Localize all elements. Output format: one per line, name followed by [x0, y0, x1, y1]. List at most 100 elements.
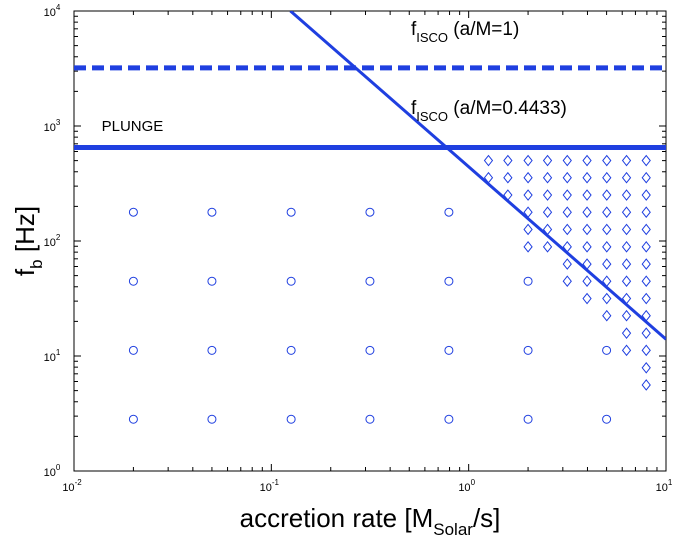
diamond-point: [542, 241, 553, 253]
diamond-point: [602, 206, 612, 219]
diamond-point: [523, 223, 533, 236]
x-tick-base: 10: [260, 482, 272, 494]
x-tick-label: 101: [656, 478, 673, 494]
diamond-point: [582, 275, 592, 288]
diamond-point: [562, 206, 572, 219]
y-tick-base: 10: [44, 352, 56, 364]
diamond-point: [483, 171, 494, 184]
y-tick-exp: 3: [56, 118, 61, 127]
diamond-point: [582, 292, 592, 305]
circle-point: [207, 414, 217, 424]
x-tick-exp: -1: [272, 478, 280, 487]
circle-point: [128, 276, 138, 286]
diamond-point: [621, 258, 632, 270]
diamond-point: [503, 189, 513, 201]
plunge-label: PLUNGE: [102, 118, 164, 135]
isco-a04433-label-sub: ISCO: [416, 109, 448, 124]
plot-area: [73, 10, 667, 472]
y-tick-label: 101: [44, 348, 61, 364]
x-axis-label: accretion rate [MSolar/s]: [240, 503, 501, 539]
plot-content: [74, 11, 666, 424]
diamond-point: [562, 189, 572, 201]
diamond-point: [621, 206, 632, 219]
diamond-point: [503, 154, 513, 167]
diamond-point: [542, 154, 553, 167]
diamond-point: [582, 258, 592, 270]
diamond-point: [602, 292, 612, 305]
isco-a1-label: fISCO (a/M=1): [411, 19, 519, 45]
y-label-main: f: [10, 268, 40, 276]
diamond-point: [621, 292, 632, 305]
diamond-point: [641, 361, 651, 374]
diamond-point: [602, 223, 612, 236]
y-axis-label: fb [Hz]: [10, 206, 46, 276]
diamond-point: [562, 223, 572, 236]
circle-point: [602, 345, 612, 355]
y-tick-base: 10: [44, 7, 56, 19]
diamond-point: [641, 292, 651, 305]
diamond-point: [542, 189, 553, 201]
circle-point: [128, 414, 138, 424]
diamond-point: [641, 206, 651, 219]
circle-point: [286, 414, 296, 424]
diamond-point: [621, 275, 632, 288]
circle-point: [523, 276, 533, 286]
x-tick-exp: -2: [75, 478, 83, 487]
diamond-point: [641, 241, 651, 253]
y-label-tail: [Hz]: [10, 206, 40, 259]
isco-a1-label-main: f: [411, 19, 417, 40]
diamond-point: [641, 154, 651, 167]
diamond-point: [641, 275, 651, 288]
x-tick-label: 10-2: [62, 478, 82, 494]
diamond-point: [621, 309, 632, 322]
diamond-point: [602, 171, 612, 184]
circle-point: [523, 414, 533, 424]
diamond-point: [602, 309, 612, 322]
y-tick-label: 100: [44, 463, 61, 479]
diamond-point: [621, 171, 632, 184]
diamond-point: [641, 258, 651, 270]
isco-a04433-label: fISCO (a/M=0.4433): [411, 98, 567, 124]
x-tick-label: 10-1: [260, 478, 280, 494]
diamond-point: [542, 223, 553, 236]
y-label-sub: b: [27, 259, 46, 268]
y-tick-exp: 4: [56, 3, 61, 12]
y-tick-exp: 0: [56, 463, 61, 472]
isco-a1-label-sub: ISCO: [416, 30, 448, 45]
circle-point: [602, 414, 612, 424]
isco-a04433-label-main: f: [411, 98, 417, 119]
x-tick-exp: 0: [471, 478, 476, 487]
axis-ticks: [73, 11, 666, 472]
circle-point: [444, 414, 454, 424]
circle-point: [207, 345, 217, 355]
y-tick-exp: 1: [56, 348, 61, 357]
diamond-point: [582, 189, 592, 201]
diamond-point: [523, 189, 533, 201]
diamond-point: [641, 309, 651, 322]
diamond-point: [602, 241, 612, 253]
diamond-point: [602, 189, 612, 201]
diamond-point: [562, 258, 572, 270]
diamond-point: [602, 258, 612, 270]
circle-point: [286, 207, 296, 217]
y-tick-label: 104: [44, 3, 61, 19]
diamond-point: [523, 241, 533, 253]
circle-point: [444, 207, 454, 217]
isco-a1-label-tail: (a/M=1): [448, 19, 519, 40]
diamond-point: [602, 154, 612, 167]
diamond-point: [621, 327, 632, 339]
diamond-point: [582, 171, 592, 184]
y-tick-base: 10: [44, 237, 56, 249]
diamond-point: [582, 241, 592, 253]
diamond-point: [641, 189, 651, 201]
circle-point: [444, 276, 454, 286]
boundary-line: [289, 11, 666, 341]
diamond-point: [542, 171, 553, 184]
circle-point: [523, 345, 533, 355]
diamond-point: [542, 206, 553, 219]
circle-point: [365, 276, 375, 286]
x-tick-base: 10: [656, 482, 668, 494]
diamond-point: [562, 154, 572, 167]
circle-point: [365, 414, 375, 424]
